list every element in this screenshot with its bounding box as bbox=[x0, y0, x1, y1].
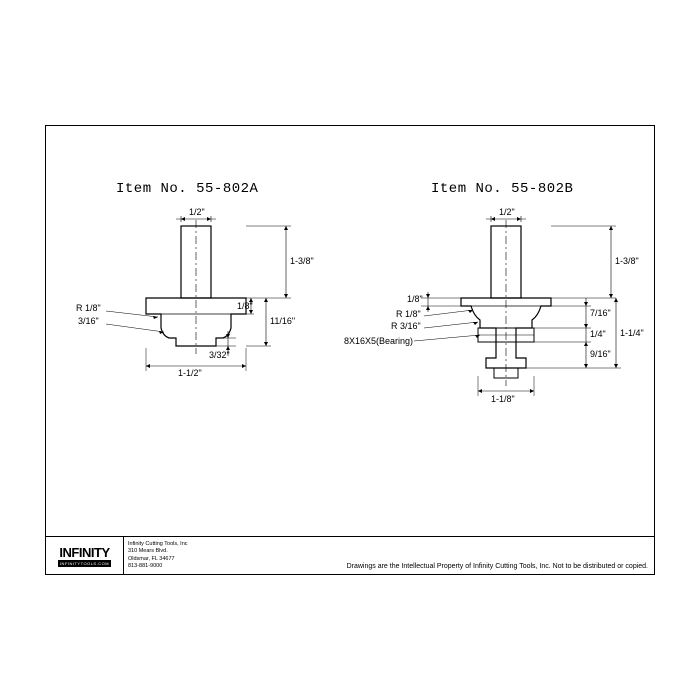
dim-b-d1: 7/16" bbox=[590, 308, 611, 318]
dim-b-overall: 1-1/4" bbox=[620, 328, 644, 338]
disclaimer-cell: Drawings are the Intellectual Property o… bbox=[294, 537, 654, 574]
dim-b-h1: 1-3/8" bbox=[615, 256, 639, 266]
logo-sub: INFINITYTOOLS.COM bbox=[58, 560, 111, 567]
address-cell: Infinity Cutting Tools, Inc 310 Mears Bl… bbox=[124, 537, 294, 574]
dim-b-r2: R 3/16" bbox=[391, 321, 421, 331]
dim-b-r1: R 1/8" bbox=[396, 309, 421, 319]
dim-b-bearing: 8X16X5(Bearing) bbox=[344, 336, 413, 346]
dim-a-r2: 3/16" bbox=[78, 316, 99, 326]
dim-b-d3: 9/16" bbox=[590, 349, 611, 359]
addr2-line: Oldsmar, FL 34677 bbox=[128, 556, 290, 563]
title-block: INFINITY INFINITYTOOLS.COM Infinity Cutt… bbox=[46, 536, 654, 574]
addr1-line: 310 Mears Blvd. bbox=[128, 548, 290, 555]
item-title-a: Item No. 55-802A bbox=[116, 181, 258, 197]
dim-b-d2: 1/4" bbox=[590, 329, 606, 339]
company-line: Infinity Cutting Tools, Inc bbox=[128, 541, 290, 548]
drawing-sheet: Item No. 55-802A bbox=[45, 125, 655, 575]
disclaimer: Drawings are the Intellectual Property o… bbox=[347, 563, 648, 570]
dim-a-shank: 1/2" bbox=[189, 207, 205, 217]
dim-b-step1: 1/8" bbox=[407, 294, 423, 304]
dim-a-h1: 1-3/8" bbox=[290, 256, 314, 266]
logo: INFINITY bbox=[59, 545, 109, 560]
dim-a-step: 1/8" bbox=[237, 301, 253, 311]
item-title-b: Item No. 55-802B bbox=[431, 181, 573, 197]
logo-cell: INFINITY INFINITYTOOLS.COM bbox=[46, 537, 124, 574]
dim-b-shank: 1/2" bbox=[499, 207, 515, 217]
dim-a-h2: 11/16" bbox=[270, 316, 295, 326]
dim-a-width: 1-1/2" bbox=[178, 368, 202, 378]
dim-a-clear: 3/32" bbox=[209, 350, 230, 360]
dim-b-width: 1-1/8" bbox=[491, 394, 515, 404]
dim-a-r1: R 1/8" bbox=[76, 303, 101, 313]
part-a-drawing: 1/2" 1-3/8" 11/16" 1/8" 3/32" 1-1/2" R 1… bbox=[76, 216, 326, 416]
phone-line: 813-881-9000 bbox=[128, 563, 290, 570]
part-b-drawing: 1/2" 1-3/8" 1/8" R 1/8" R 3/16" 8X16X5(B… bbox=[366, 216, 646, 446]
